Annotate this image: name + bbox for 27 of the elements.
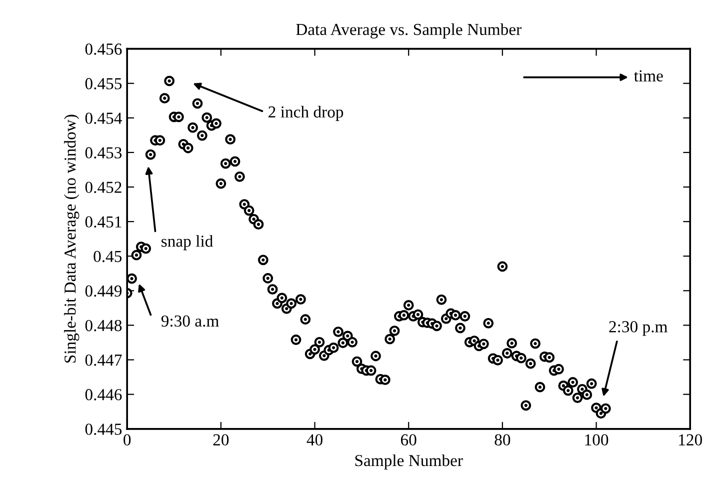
y-tick-label: 0.454 (85, 112, 122, 124)
y-tick-label: 0.445 (85, 424, 122, 435)
y-tick-label: 0.447 (85, 354, 122, 366)
y-tick-label: 0.449 (85, 285, 122, 297)
y-tick-label: 0.45 (94, 250, 122, 262)
x-tick-label: 0 (124, 434, 131, 446)
x-tick-label: 60 (400, 434, 416, 446)
x-tick-label: 20 (213, 434, 229, 446)
x-tick-label: 40 (306, 434, 322, 446)
y-axis-title: Single-bit Data Average (no window) (64, 114, 80, 363)
y-tick-label: 0.455 (85, 78, 122, 90)
annotation: 2:30 p.m (609, 321, 668, 336)
y-tick-label: 0.456 (85, 44, 122, 55)
x-axis-title: Sample Number (355, 454, 463, 470)
annotation: 9:30 a.m (161, 315, 219, 327)
x-tick-label: 80 (494, 434, 510, 446)
chart-title: Data Average vs. Sample Number (296, 23, 522, 39)
y-tick-label: 0.453 (85, 147, 122, 158)
y-tick-label: 0.452 (85, 182, 122, 194)
y-tick-label: 0.451 (85, 216, 122, 228)
annotation: time (634, 70, 663, 82)
x-tick-label: 120 (679, 434, 702, 446)
y-tick-label: 0.448 (85, 320, 122, 332)
annotation: snap lid (162, 235, 213, 250)
x-tick-label: 100 (585, 434, 608, 446)
y-tick-label: 0.446 (85, 389, 122, 400)
annotation: 2 inch drop (268, 106, 344, 121)
